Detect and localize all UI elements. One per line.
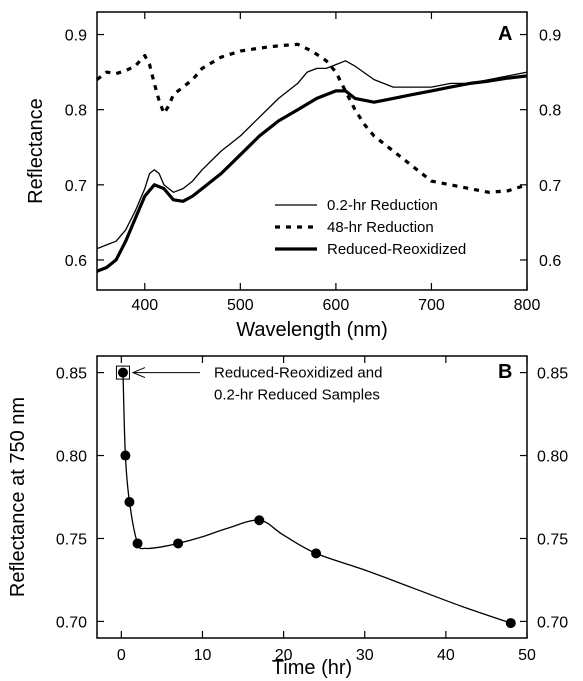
panel-a-y-tick-label-right: 0.8 — [539, 103, 561, 120]
panel-b-y-axis-title: Reflectance at 750 nm — [7, 397, 29, 597]
panel-b-y-tick-label: 0.85 — [56, 366, 87, 383]
panel-b-data-point — [254, 515, 265, 526]
panel-b: B 0 10 20 30 40 500.70 0.700.75 0.750.80 0.800.8… — [7, 355, 568, 679]
panel-a-y-tick-label: 0.8 — [65, 103, 87, 120]
panel-b-x-tick-label: 0 — [117, 647, 126, 664]
panel-a-x-tick-label: 400 — [131, 297, 158, 314]
panel-b-open-square-marker — [115, 365, 130, 380]
panel-b-data-point — [132, 538, 143, 549]
panel-a-y-tick-label-right: 0.9 — [539, 28, 561, 45]
panel-b-data-point — [124, 496, 135, 507]
panel-a-series — [96, 42, 528, 273]
panel-a-legend-label-2: 48-hr Reduction — [327, 219, 434, 236]
panel-b-y-tick-label: 0.70 — [56, 614, 87, 631]
panel-b-x-tick-label: 10 — [194, 647, 212, 664]
panel-b-plot-frame — [96, 355, 528, 639]
panel-a-x-tick-label: 600 — [323, 297, 350, 314]
panel-b-ticks: 0 10 20 30 40 500.70 0.700.75 0.750.80 0.800.85 0… — [56, 356, 568, 664]
panel-b-y-tick-label: 0.80 — [56, 449, 87, 466]
panel-a-x-tick-label: 800 — [514, 297, 541, 314]
panel-b-points — [115, 365, 516, 629]
panel-b-annotation-line-1: Reduced-Reoxidized and — [214, 365, 382, 382]
panel-a-y-tick-label: 0.7 — [65, 178, 87, 195]
panel-b-x-tick-label: 30 — [356, 647, 374, 664]
panel-a-series-line-3 — [96, 74, 528, 273]
panel-b-x-tick-label: 20 — [275, 647, 293, 664]
panel-a: A 400 500 600 700 800 0.6 0.6 0.7 0.7 0.8 0.8 0.9 0.… — [25, 11, 561, 341]
panel-b-y-tick-label-right: 0.85 — [537, 366, 568, 383]
panel-b-curve — [122, 372, 512, 624]
panel-b-data-point — [117, 367, 128, 378]
panel-b-x-tick-label: 50 — [518, 647, 536, 664]
panel-a-ticks: 400 500 600 700 800 0.6 0.6 0.7 0.7 0.8 0.8 0.9 0.9 — [65, 12, 561, 314]
panel-b-x-axis-title: Time (hr) — [272, 657, 352, 679]
panel-b-x-tick-label: 40 — [437, 647, 455, 664]
panel-a-x-axis-title: Wavelength (nm) — [236, 319, 388, 341]
panel-b-letter: B — [498, 361, 512, 383]
panel-a-legend-label-3: Reduced-Reoxidized — [327, 241, 466, 258]
panel-b-y-tick-label-right: 0.75 — [537, 531, 568, 548]
panel-b-data-point — [120, 450, 131, 461]
panel-b-data-point — [311, 548, 322, 559]
panel-a-legend: 0.2-hr Reduction 48-hr Reduction Reduced-R… — [275, 197, 466, 258]
panel-a-legend-label-1: 0.2-hr Reduction — [327, 197, 438, 214]
panel-a-letter: A — [498, 23, 512, 45]
panel-a-x-tick-label: 500 — [227, 297, 254, 314]
panel-b-data-point — [505, 618, 516, 629]
panel-a-plot-frame — [96, 11, 528, 291]
panel-b-y-tick-label-right: 0.70 — [537, 614, 568, 631]
panel-a-y-tick-label: 0.9 — [65, 28, 87, 45]
panel-b-annotation-line-2: 0.2-hr Reduced Samples — [214, 387, 380, 404]
panel-b-y-tick-label: 0.75 — [56, 531, 87, 548]
panel-a-y-tick-label: 0.6 — [65, 253, 87, 270]
panel-a-series-line-1 — [96, 60, 528, 250]
panel-b-fit-curve — [122, 372, 512, 624]
panel-a-y-axis-title: Reflectance — [25, 98, 47, 204]
panel-a-y-tick-label-right: 0.6 — [539, 253, 561, 270]
panel-b-annotation-arrowhead — [131, 367, 146, 379]
panel-a-x-tick-label: 700 — [418, 297, 445, 314]
panel-b-annotation: Reduced-Reoxidized and 0.2-hr Reduced Sam… — [131, 365, 382, 404]
panel-a-y-tick-label-right: 0.7 — [539, 178, 561, 195]
panel-b-data-point — [173, 538, 184, 549]
panel-a-series-line-2 — [96, 42, 528, 194]
panel-b-y-tick-label-right: 0.80 — [537, 449, 568, 466]
